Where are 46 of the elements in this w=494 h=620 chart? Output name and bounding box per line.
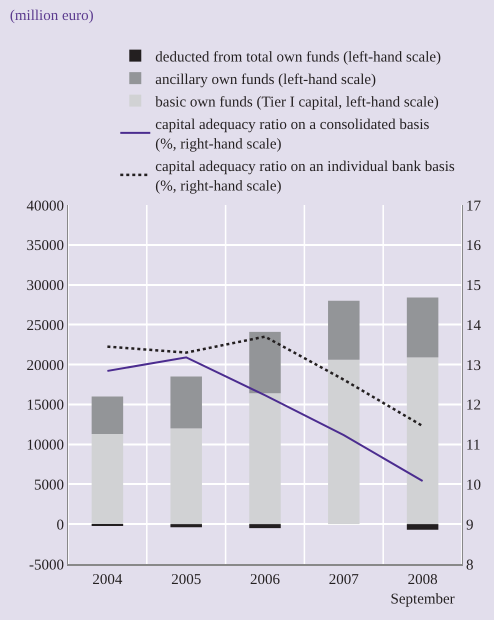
bar (406, 357, 438, 524)
bar (328, 300, 360, 360)
bar (406, 524, 438, 530)
y-tick-label: 10000 (26, 438, 64, 454)
bar (249, 393, 281, 524)
legend-label: ancillary own funds (left-hand scale) (155, 72, 376, 88)
bar (328, 360, 360, 524)
bar (170, 376, 202, 428)
x-tick-label: 2008 September (390, 572, 455, 608)
y-tick-label: 30000 (26, 278, 64, 294)
y2-tick-label: 10 (466, 477, 481, 494)
line-series (106, 356, 424, 482)
bar (170, 524, 202, 528)
bar (406, 298, 438, 358)
y-tick-label: 40000 (26, 198, 64, 214)
y2-tick-label: 14 (466, 318, 482, 334)
line-series (106, 335, 424, 428)
y2-tick-label: 15 (466, 278, 481, 294)
legend-label: capital adequacy ratio on a consolidated basis (%, right-hand scale) (155, 117, 430, 153)
y2-tick-label: 17 (466, 198, 482, 214)
y2-tick-label: 9 (466, 517, 474, 534)
x-tick-label: 2006 (250, 572, 280, 588)
y-tick-label: 35000 (26, 238, 64, 254)
x-tick-label: 2005 (171, 572, 202, 588)
y2-tick-label: 12 (466, 398, 481, 414)
y-tick-label: 25000 (26, 318, 64, 334)
y-tick-label: 5000 (34, 477, 64, 494)
y-tick-label: 0 (56, 517, 64, 534)
y2-tick-label: 16 (466, 238, 482, 254)
chart-title: (million euro) (10, 8, 94, 24)
y2-tick-label: 8 (466, 557, 474, 574)
y2-tick-label: 13 (466, 358, 481, 374)
bar (249, 332, 281, 394)
y-tick-label: -5000 (29, 557, 64, 574)
legend-label: capital adequacy ratio on an individual bank basis (%, right-hand scale) (155, 159, 455, 195)
x-tick-label: 2007 (328, 572, 360, 588)
legend-label: deducted from total own funds (left-hand scale) (155, 50, 442, 66)
x-tick-label: 2004 (92, 572, 123, 588)
bar (92, 396, 124, 434)
y-tick-label: 20000 (26, 358, 64, 374)
bar (170, 428, 202, 524)
y2-tick-label: 11 (466, 438, 480, 454)
bar (92, 434, 124, 524)
bar (249, 524, 281, 528)
legend-label: basic own funds (Tier I capital, left-hand scale) (155, 94, 439, 111)
y-tick-label: 15000 (26, 398, 64, 414)
